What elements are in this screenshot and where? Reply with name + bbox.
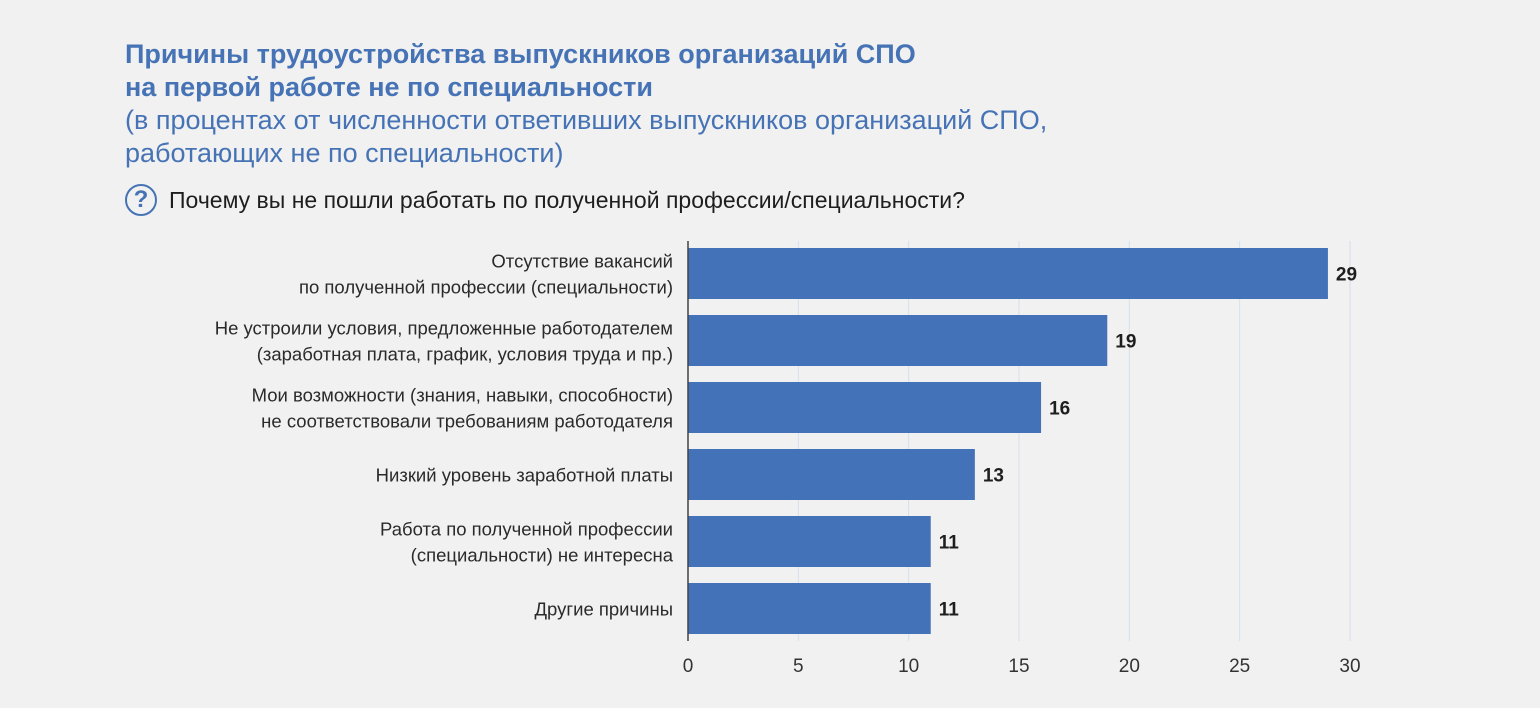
- bar: [688, 382, 1042, 433]
- x-tick-label: 20: [1119, 656, 1140, 677]
- data-label: 13: [983, 466, 1004, 487]
- chart-title-line1: Причины трудоустройства выпускников орга…: [125, 39, 916, 69]
- category-label: по полученной профессии (специальности): [299, 277, 673, 298]
- survey-question-text: Почему вы не пошли работать по полученно…: [169, 186, 965, 213]
- category-label: (заработная плата, график, условия труда…: [257, 344, 673, 365]
- bar: [688, 583, 931, 634]
- question-circle-icon: ?: [125, 184, 157, 216]
- category-label: Мои возможности (знания, навыки, способн…: [252, 385, 673, 406]
- x-tick-label: 30: [1339, 656, 1360, 677]
- data-label: 11: [939, 533, 960, 554]
- x-tick-label: 10: [898, 656, 919, 677]
- data-label: 19: [1115, 332, 1136, 353]
- x-tick-label: 0: [683, 656, 694, 677]
- data-label: 11: [939, 600, 960, 621]
- x-tick-label: 25: [1229, 656, 1250, 677]
- chart-subtitle: (в процентах от численности ответивших в…: [125, 104, 1047, 170]
- category-label: Отсутствие вакансий: [491, 251, 673, 272]
- category-label: Не устроили условия, предложенные работо…: [215, 318, 673, 339]
- bar: [688, 449, 975, 500]
- category-label: Работа по полученной профессии: [380, 519, 673, 540]
- bar: [688, 516, 931, 567]
- bar: [688, 315, 1108, 366]
- category-label: Другие причины: [535, 599, 674, 620]
- data-label: 29: [1336, 265, 1357, 286]
- chart-title: Причины трудоустройства выпускников орга…: [125, 38, 916, 104]
- data-label: 16: [1049, 399, 1070, 420]
- x-tick-label: 15: [1008, 656, 1029, 677]
- chart-subtitle-line2: работающих не по специальности): [125, 138, 564, 168]
- category-label: Низкий уровень заработной платы: [376, 465, 673, 486]
- chart-title-line2: на первой работе не по специальности: [125, 72, 653, 102]
- chart-subtitle-line1: (в процентах от численности ответивших в…: [125, 105, 1048, 135]
- category-label: не соответствовали требованиям работодат…: [261, 411, 673, 432]
- category-label: (специальности) не интересна: [411, 545, 674, 566]
- x-tick-label: 5: [793, 656, 804, 677]
- survey-question: ? Почему вы не пошли работать по получен…: [125, 181, 965, 219]
- bar: [688, 248, 1328, 299]
